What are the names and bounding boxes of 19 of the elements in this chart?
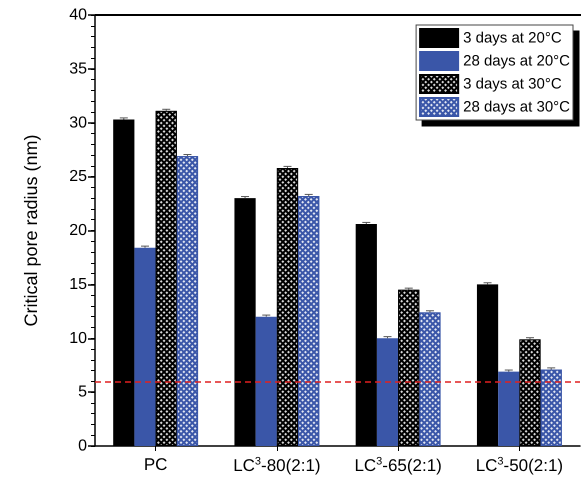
bar bbox=[498, 372, 520, 446]
y-tick-label: 15 bbox=[69, 276, 88, 293]
bar bbox=[134, 248, 156, 446]
y-tick-label: 10 bbox=[69, 330, 88, 347]
y-tick-label: 35 bbox=[69, 60, 88, 78]
y-tick-label: 20 bbox=[69, 222, 88, 239]
legend-label: 3 days at 30°C bbox=[463, 76, 562, 92]
y-tick-label: 40 bbox=[69, 6, 88, 24]
legend-label: 28 days at 20°C bbox=[463, 52, 570, 70]
y-axis-title: Critical pore radius (nm) bbox=[21, 134, 41, 327]
x-tick-label: PC bbox=[144, 455, 168, 474]
legend-label: 28 days at 30°C bbox=[463, 98, 570, 116]
legend-label: 3 days at 20°C bbox=[463, 30, 562, 46]
y-tick-label: 30 bbox=[69, 114, 88, 132]
y-tick-label: 0 bbox=[78, 438, 88, 454]
bar bbox=[376, 338, 398, 446]
y-tick-label: 5 bbox=[78, 384, 88, 401]
y-tick-label: 25 bbox=[69, 168, 88, 186]
bar bbox=[256, 316, 277, 446]
